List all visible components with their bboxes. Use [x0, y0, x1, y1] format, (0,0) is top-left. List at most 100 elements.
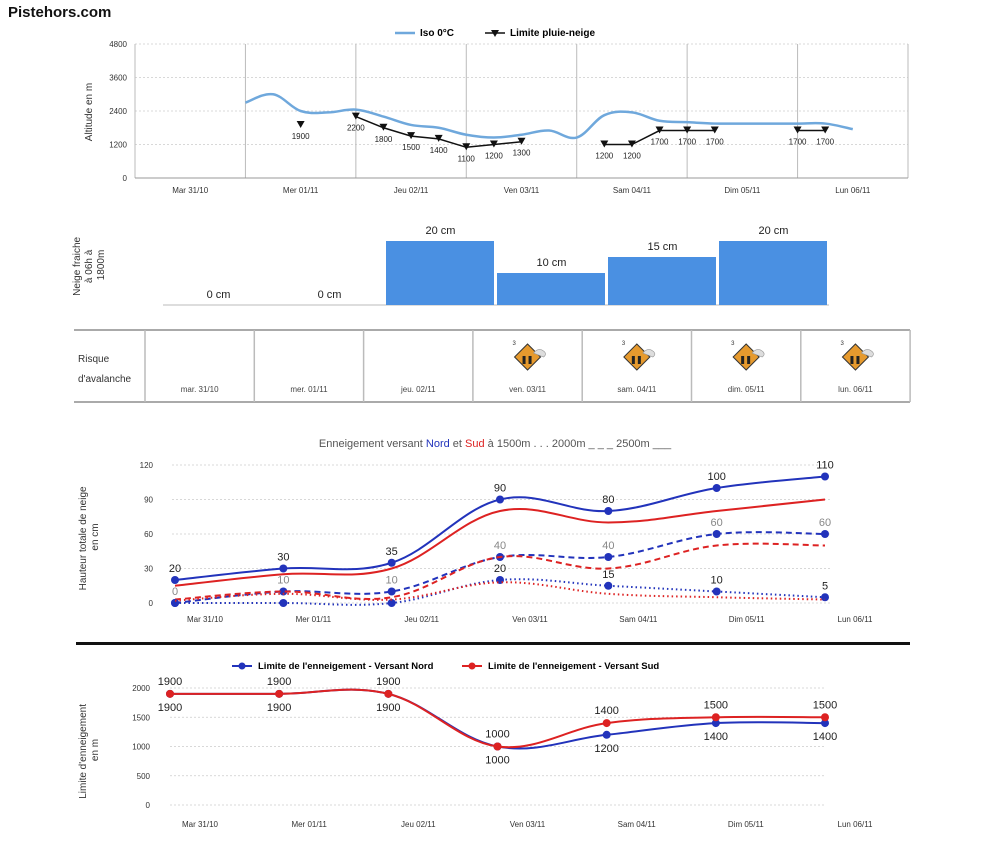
- avalanche-bar-left: [522, 356, 526, 364]
- limit-marker: [821, 713, 829, 722]
- limit-value-label: 1900: [376, 676, 400, 688]
- depth-marker: [496, 495, 504, 504]
- rainsnow-marker: [627, 140, 636, 148]
- rainsnow-value-label: 1900: [292, 132, 310, 141]
- depth-xtick: Ven 03/11: [512, 615, 548, 624]
- fresh-snow-label: 20 cm: [759, 225, 789, 237]
- depth-ylabel-line2: en cm: [90, 523, 101, 550]
- limit-ylabel: Limite d'enneigement en m: [78, 701, 101, 799]
- iso-plot: 0 1200 2400 3600 4800 Mar 31/10 Mer 01/11 Jeu 0…: [109, 40, 909, 195]
- avalanche-day-label: mer. 01/11: [290, 385, 328, 394]
- limit-value-label: 1400: [704, 731, 728, 743]
- depth-xtick: Dim 05/11: [729, 615, 765, 624]
- limit-ytick: 500: [137, 772, 151, 781]
- limit-legend: Limite de l'enneigement - Versant Nord L…: [232, 661, 659, 672]
- avalanche-bar-left: [631, 356, 635, 364]
- iso-legend-label: Iso 0°C: [420, 28, 454, 39]
- avalanche-cloud: [533, 349, 546, 358]
- avalanche-risk-number: 3: [622, 341, 626, 347]
- avalanche-risk-number: 3: [731, 341, 735, 347]
- depth-value-label: 60: [819, 517, 831, 529]
- rainsnow-value-label: 1200: [623, 152, 641, 161]
- limit-ytick: 2000: [132, 684, 150, 693]
- iso-ytick: 4800: [109, 40, 127, 49]
- depth-value-label: 35: [386, 546, 398, 558]
- depth-value-label: 40: [602, 540, 614, 552]
- limit-value-label: 1500: [704, 699, 728, 711]
- avalanche-diamond: [841, 343, 870, 371]
- fresh-ylabel: Neige fraiche à 06h à 1800m: [72, 234, 107, 296]
- rainsnow-marker: [517, 137, 526, 145]
- depth-marker: [712, 484, 721, 492]
- avalanche-day-label: dim. 05/11: [728, 385, 765, 394]
- rainsnow-value-label: 2200: [347, 124, 365, 133]
- iso-xtick: Mer 01/11: [283, 186, 319, 195]
- rainsnow-value-label: 1700: [651, 138, 669, 147]
- limit-south-legend-label: Limite de l'enneigement - Versant Sud: [488, 661, 659, 672]
- limit-marker: [602, 730, 611, 739]
- rainsnow-marker: [793, 126, 802, 134]
- fresh-snow-label: 15 cm: [648, 241, 678, 253]
- rainsnow-value-label: 1200: [595, 152, 613, 161]
- limit-marker: [166, 689, 174, 698]
- rainsnow-value-label: 1700: [678, 138, 696, 147]
- rainsnow-value-label: 1400: [430, 146, 448, 155]
- depth-marker: [171, 599, 179, 607]
- limit-value-label: 1900: [267, 702, 291, 714]
- depth-value-label: 10: [386, 575, 398, 587]
- limit-xtick: Sam 04/11: [618, 820, 657, 829]
- section-divider: [76, 642, 910, 645]
- depth-marker: [712, 587, 721, 596]
- avalanche-cloud: [751, 349, 765, 358]
- depth-series-line: [174, 581, 826, 602]
- fresh-snow-bar: [497, 273, 605, 305]
- limit-xtick: Ven 03/11: [510, 820, 546, 829]
- depth-xtick: Lun 06/11: [838, 615, 874, 624]
- depth-xtick: Sam 04/11: [619, 615, 658, 624]
- depth-marker: [821, 472, 829, 481]
- rainsnow-value-label: 1700: [706, 138, 724, 147]
- depth-title-north: Nord: [426, 438, 450, 450]
- limit-south-swatch-dot: [468, 662, 476, 670]
- rainsnow-value-label: 1700: [816, 138, 834, 147]
- fresh-snow-bar: [608, 257, 716, 305]
- iso-ytick: 0: [123, 174, 128, 183]
- limit-north-legend-label: Limite de l'enneigement - Versant Nord: [258, 661, 434, 672]
- fresh-snow-chart: Neige fraiche à 06h à 1800m 0 cm 0 cm 20 c…: [72, 225, 829, 306]
- depth-xtick: Jeu 02/11: [404, 615, 439, 624]
- fresh-snow-bar: [719, 241, 827, 305]
- limit-marker: [384, 689, 393, 698]
- avalanche-risk-3-icon: 3: [731, 341, 765, 371]
- depth-value-label: 60: [711, 517, 723, 529]
- iso-ytick: 2400: [109, 107, 127, 116]
- depth-ylabel: Hauteur totale de neige en cm: [78, 484, 101, 591]
- depth-title-prefix: Enneigement versant: [319, 438, 426, 450]
- iso-xtick: Dim 05/11: [724, 186, 760, 195]
- depth-marker: [279, 564, 288, 573]
- avalanche-bar-right: [637, 356, 641, 364]
- iso-ytick: 1200: [109, 141, 127, 150]
- depth-ylabel-line1: Hauteur totale de neige: [78, 486, 89, 590]
- depth-ytick: 30: [144, 565, 153, 574]
- avalanche-day-label: jeu. 02/11: [400, 385, 436, 394]
- limit-plot: 0 500 1000 1500 2000 Mar 31/10 Mer 01/11 Jeu 02…: [132, 676, 873, 829]
- limit-marker: [711, 719, 720, 728]
- snow-limit-chart: Limite de l'enneigement - Versant Nord L…: [78, 661, 873, 829]
- rainsnow-value-label: 1700: [789, 138, 807, 147]
- avalanche-cells: mar. 31/10 mer. 01/11 jeu. 02/11 ven. 03/11…: [144, 330, 911, 402]
- depth-marker: [387, 587, 396, 596]
- rainsnow-marker: [351, 112, 360, 120]
- fresh-ylabel-line3: 1800m: [96, 250, 107, 281]
- depth-series-line: [174, 542, 826, 601]
- avalanche-bar-left: [850, 356, 854, 364]
- avalanche-day-label: lun. 06/11: [838, 385, 873, 394]
- rainsnow-marker: [821, 126, 830, 134]
- iso-xtick: Lun 06/11: [835, 186, 871, 195]
- rainsnow-marker: [655, 126, 664, 134]
- depth-value-label: 80: [602, 494, 614, 506]
- depth-marker: [604, 581, 613, 590]
- fresh-ylabel-line1: Neige fraiche: [72, 236, 83, 295]
- iso-xtick: Ven 03/11: [504, 186, 540, 195]
- avalanche-risk-3-icon: 3: [622, 341, 656, 371]
- iso-ytick: 3600: [109, 74, 127, 83]
